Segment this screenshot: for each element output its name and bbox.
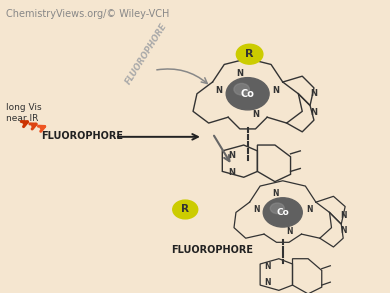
Circle shape (234, 84, 249, 95)
Text: long Vis
near IR: long Vis near IR (6, 103, 41, 122)
Text: N: N (215, 86, 222, 95)
Text: Co: Co (277, 208, 289, 217)
Text: FLUOROPHORE: FLUOROPHORE (172, 245, 254, 255)
Text: N: N (272, 86, 279, 95)
Text: N: N (265, 278, 271, 287)
Text: N: N (229, 151, 236, 160)
Text: N: N (340, 211, 346, 220)
Text: R: R (181, 205, 189, 214)
Circle shape (226, 78, 269, 110)
Text: ChemistryViews.org/© Wiley-VCH: ChemistryViews.org/© Wiley-VCH (6, 9, 169, 19)
Text: N: N (252, 110, 259, 119)
Text: N: N (265, 262, 271, 271)
Text: N: N (306, 205, 312, 214)
Circle shape (270, 203, 284, 214)
Text: FLUOROPHORE: FLUOROPHORE (124, 22, 169, 86)
Circle shape (236, 44, 263, 64)
Text: N: N (340, 226, 346, 235)
Text: N: N (310, 89, 317, 98)
Text: Co: Co (241, 89, 255, 99)
Text: N: N (287, 227, 293, 236)
Text: N: N (253, 205, 259, 214)
Text: R: R (245, 49, 254, 59)
Circle shape (173, 200, 198, 219)
Text: N: N (236, 69, 243, 78)
Text: N: N (310, 108, 317, 117)
Text: N: N (229, 168, 236, 177)
Circle shape (263, 198, 302, 227)
Text: N: N (273, 189, 279, 198)
Text: FLUOROPHORE: FLUOROPHORE (41, 131, 123, 141)
